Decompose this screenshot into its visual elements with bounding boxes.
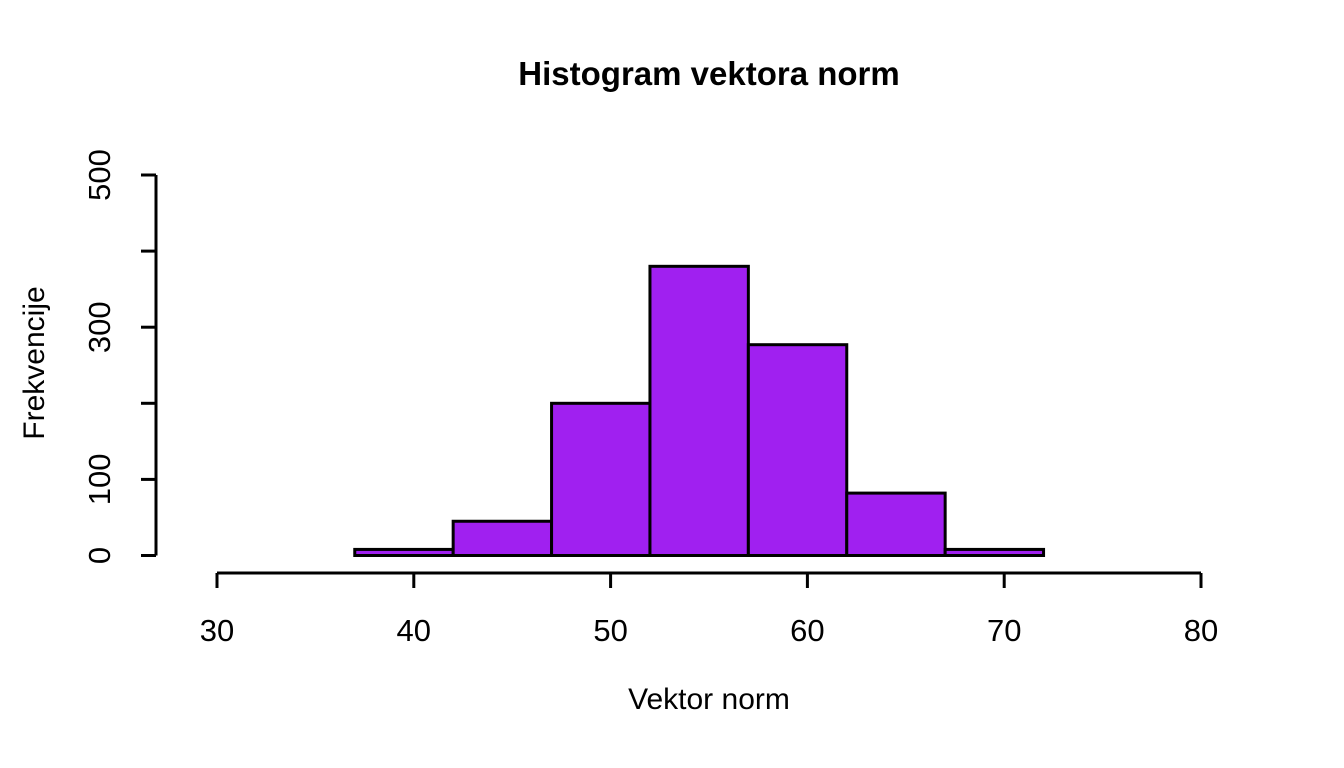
histogram-bar bbox=[353, 547, 455, 557]
histogram-bar bbox=[451, 519, 554, 558]
y-tick-label: 100 bbox=[82, 454, 117, 506]
x-tick-label: 80 bbox=[1184, 613, 1218, 648]
histogram-bar bbox=[648, 264, 750, 557]
histogram-bar bbox=[943, 547, 1046, 557]
histogram-bar bbox=[746, 343, 849, 557]
x-tick-label: 70 bbox=[987, 613, 1021, 648]
x-tick-label: 50 bbox=[593, 613, 627, 648]
y-tick-label: 300 bbox=[82, 301, 117, 353]
x-tick-label: 60 bbox=[790, 613, 824, 648]
histogram-bar bbox=[845, 491, 947, 557]
x-tick-label: 30 bbox=[200, 613, 234, 648]
y-tick-label: 500 bbox=[82, 149, 117, 201]
histogram-bar bbox=[550, 401, 652, 557]
x-axis-label: Vektor norm bbox=[628, 683, 790, 716]
y-tick-label: 0 bbox=[82, 547, 117, 564]
chart-title: Histogram vektora norm bbox=[518, 55, 900, 92]
x-tick-label: 40 bbox=[397, 613, 431, 648]
